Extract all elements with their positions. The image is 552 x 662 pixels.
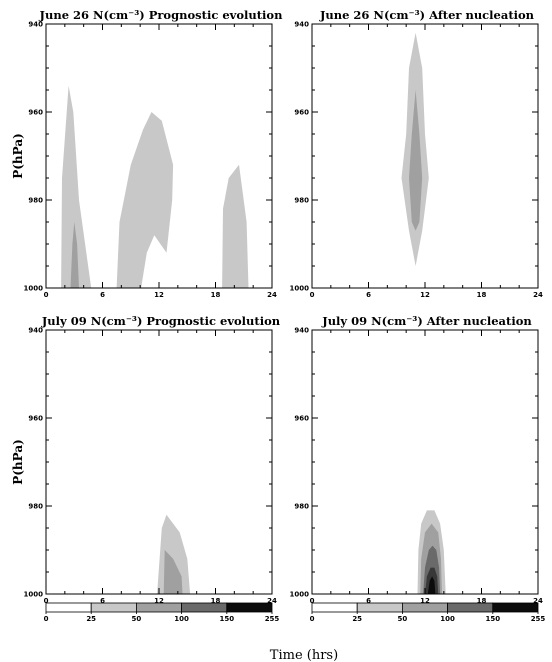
panel-2: June 26 N(cm⁻³) After nucleation 0 6 12 18 24… bbox=[290, 8, 543, 299]
x-tick-label: 6 bbox=[100, 597, 105, 605]
contour-25-50 bbox=[70, 222, 79, 288]
colorbar-swatch bbox=[90, 602, 137, 613]
colorbar-swatch bbox=[135, 602, 182, 613]
colorbar-tick-label: 25 bbox=[352, 615, 362, 623]
colorbar-tick-label: 255 bbox=[265, 615, 280, 623]
panel-title: June 26 N(cm⁻³) After nucleation bbox=[319, 8, 535, 22]
y-tick-label: 940 bbox=[294, 327, 309, 335]
colorbar-1: 0 25 50 100 150 255 bbox=[44, 602, 280, 623]
x-tick-label: 12 bbox=[420, 291, 430, 299]
x-tick-label: 0 bbox=[44, 291, 49, 299]
colorbar-swatch bbox=[401, 602, 448, 613]
y-tick-label: 940 bbox=[28, 21, 43, 29]
panel-title: July 09 N(cm⁻³) After nucleation bbox=[321, 314, 532, 328]
y-tick-label: 980 bbox=[28, 503, 43, 511]
x-tick-label: 24 bbox=[267, 291, 277, 299]
x-tick-label: 18 bbox=[477, 291, 487, 299]
colorbar-swatch bbox=[45, 602, 92, 613]
x-tick-label: 0 bbox=[44, 597, 49, 605]
colorbar-tick-label: 100 bbox=[440, 615, 455, 623]
contour-25-50 bbox=[163, 550, 183, 594]
y-tick-label: 960 bbox=[28, 109, 43, 117]
y-tick-label: 1000 bbox=[290, 285, 310, 293]
colorbar-swatch bbox=[492, 602, 539, 613]
colorbar-2: 0 25 50 100 150 255 bbox=[310, 602, 546, 623]
y-tick-label: 1000 bbox=[290, 591, 310, 599]
x-tick-label: 18 bbox=[211, 597, 221, 605]
x-tick-label: 6 bbox=[366, 597, 371, 605]
y-axis-label: P(hPa) bbox=[11, 133, 25, 179]
contour-25-50 bbox=[409, 90, 423, 231]
y-tick-label: 980 bbox=[294, 503, 309, 511]
y-tick-label: 960 bbox=[28, 415, 43, 423]
x-tick-label: 6 bbox=[366, 291, 371, 299]
colorbar-tick-label: 50 bbox=[132, 615, 142, 623]
y-tick-label: 1000 bbox=[24, 285, 44, 293]
colorbar-swatch bbox=[181, 602, 228, 613]
x-tick-label: 12 bbox=[420, 597, 430, 605]
colorbar-tick-label: 25 bbox=[86, 615, 96, 623]
colorbar-tick-label: 150 bbox=[485, 615, 500, 623]
contour-0-25 bbox=[116, 112, 174, 288]
y-tick-label: 940 bbox=[294, 21, 309, 29]
panel-title: June 26 N(cm⁻³) Prognostic evolution bbox=[39, 8, 284, 22]
x-tick-label: 24 bbox=[267, 597, 277, 605]
x-tick-label: 18 bbox=[477, 597, 487, 605]
contour-150-255 bbox=[427, 576, 436, 594]
x-tick-label: 0 bbox=[310, 291, 315, 299]
colorbar-swatch bbox=[356, 602, 403, 613]
colorbar-tick-label: 100 bbox=[174, 615, 189, 623]
x-tick-label: 6 bbox=[100, 291, 105, 299]
colorbar-tick-label: 50 bbox=[398, 615, 408, 623]
panel-1: June 26 N(cm⁻³) Prognostic evolution 0 6 12… bbox=[11, 8, 283, 299]
colorbar-tick-label: 150 bbox=[219, 615, 234, 623]
y-tick-label: 960 bbox=[294, 109, 309, 117]
y-tick-label: 960 bbox=[294, 415, 309, 423]
x-tick-label: 12 bbox=[154, 597, 164, 605]
contour-0-25 bbox=[61, 85, 92, 288]
colorbar-swatch bbox=[311, 602, 358, 613]
y-tick-label: 1000 bbox=[24, 591, 44, 599]
panel-title: July 09 N(cm⁻³) Prognostic evolution bbox=[41, 314, 281, 328]
colorbar-swatch bbox=[447, 602, 494, 613]
x-tick-label: 24 bbox=[533, 291, 543, 299]
x-tick-label: 0 bbox=[310, 597, 315, 605]
y-axis-label: P(hPa) bbox=[11, 439, 25, 485]
x-tick-label: 12 bbox=[154, 291, 164, 299]
plot-frame bbox=[45, 329, 273, 595]
y-tick-label: 980 bbox=[294, 197, 309, 205]
x-axis-label: Time (hrs) bbox=[270, 648, 338, 662]
y-tick-label: 940 bbox=[28, 327, 43, 335]
x-tick-label: 24 bbox=[533, 597, 543, 605]
colorbar-swatch bbox=[226, 602, 273, 613]
contour-0-25 bbox=[222, 164, 249, 288]
colorbar-tick-label: 0 bbox=[44, 615, 49, 623]
panel-4: July 09 N(cm⁻³) After nucleation 0 6 12 18 24… bbox=[290, 314, 543, 605]
y-tick-label: 980 bbox=[28, 197, 43, 205]
panel-3: July 09 N(cm⁻³) Prognostic evolution 0 6 12… bbox=[11, 314, 281, 605]
x-tick-label: 18 bbox=[211, 291, 221, 299]
colorbar-tick-label: 0 bbox=[310, 615, 315, 623]
colorbar-tick-label: 255 bbox=[531, 615, 546, 623]
